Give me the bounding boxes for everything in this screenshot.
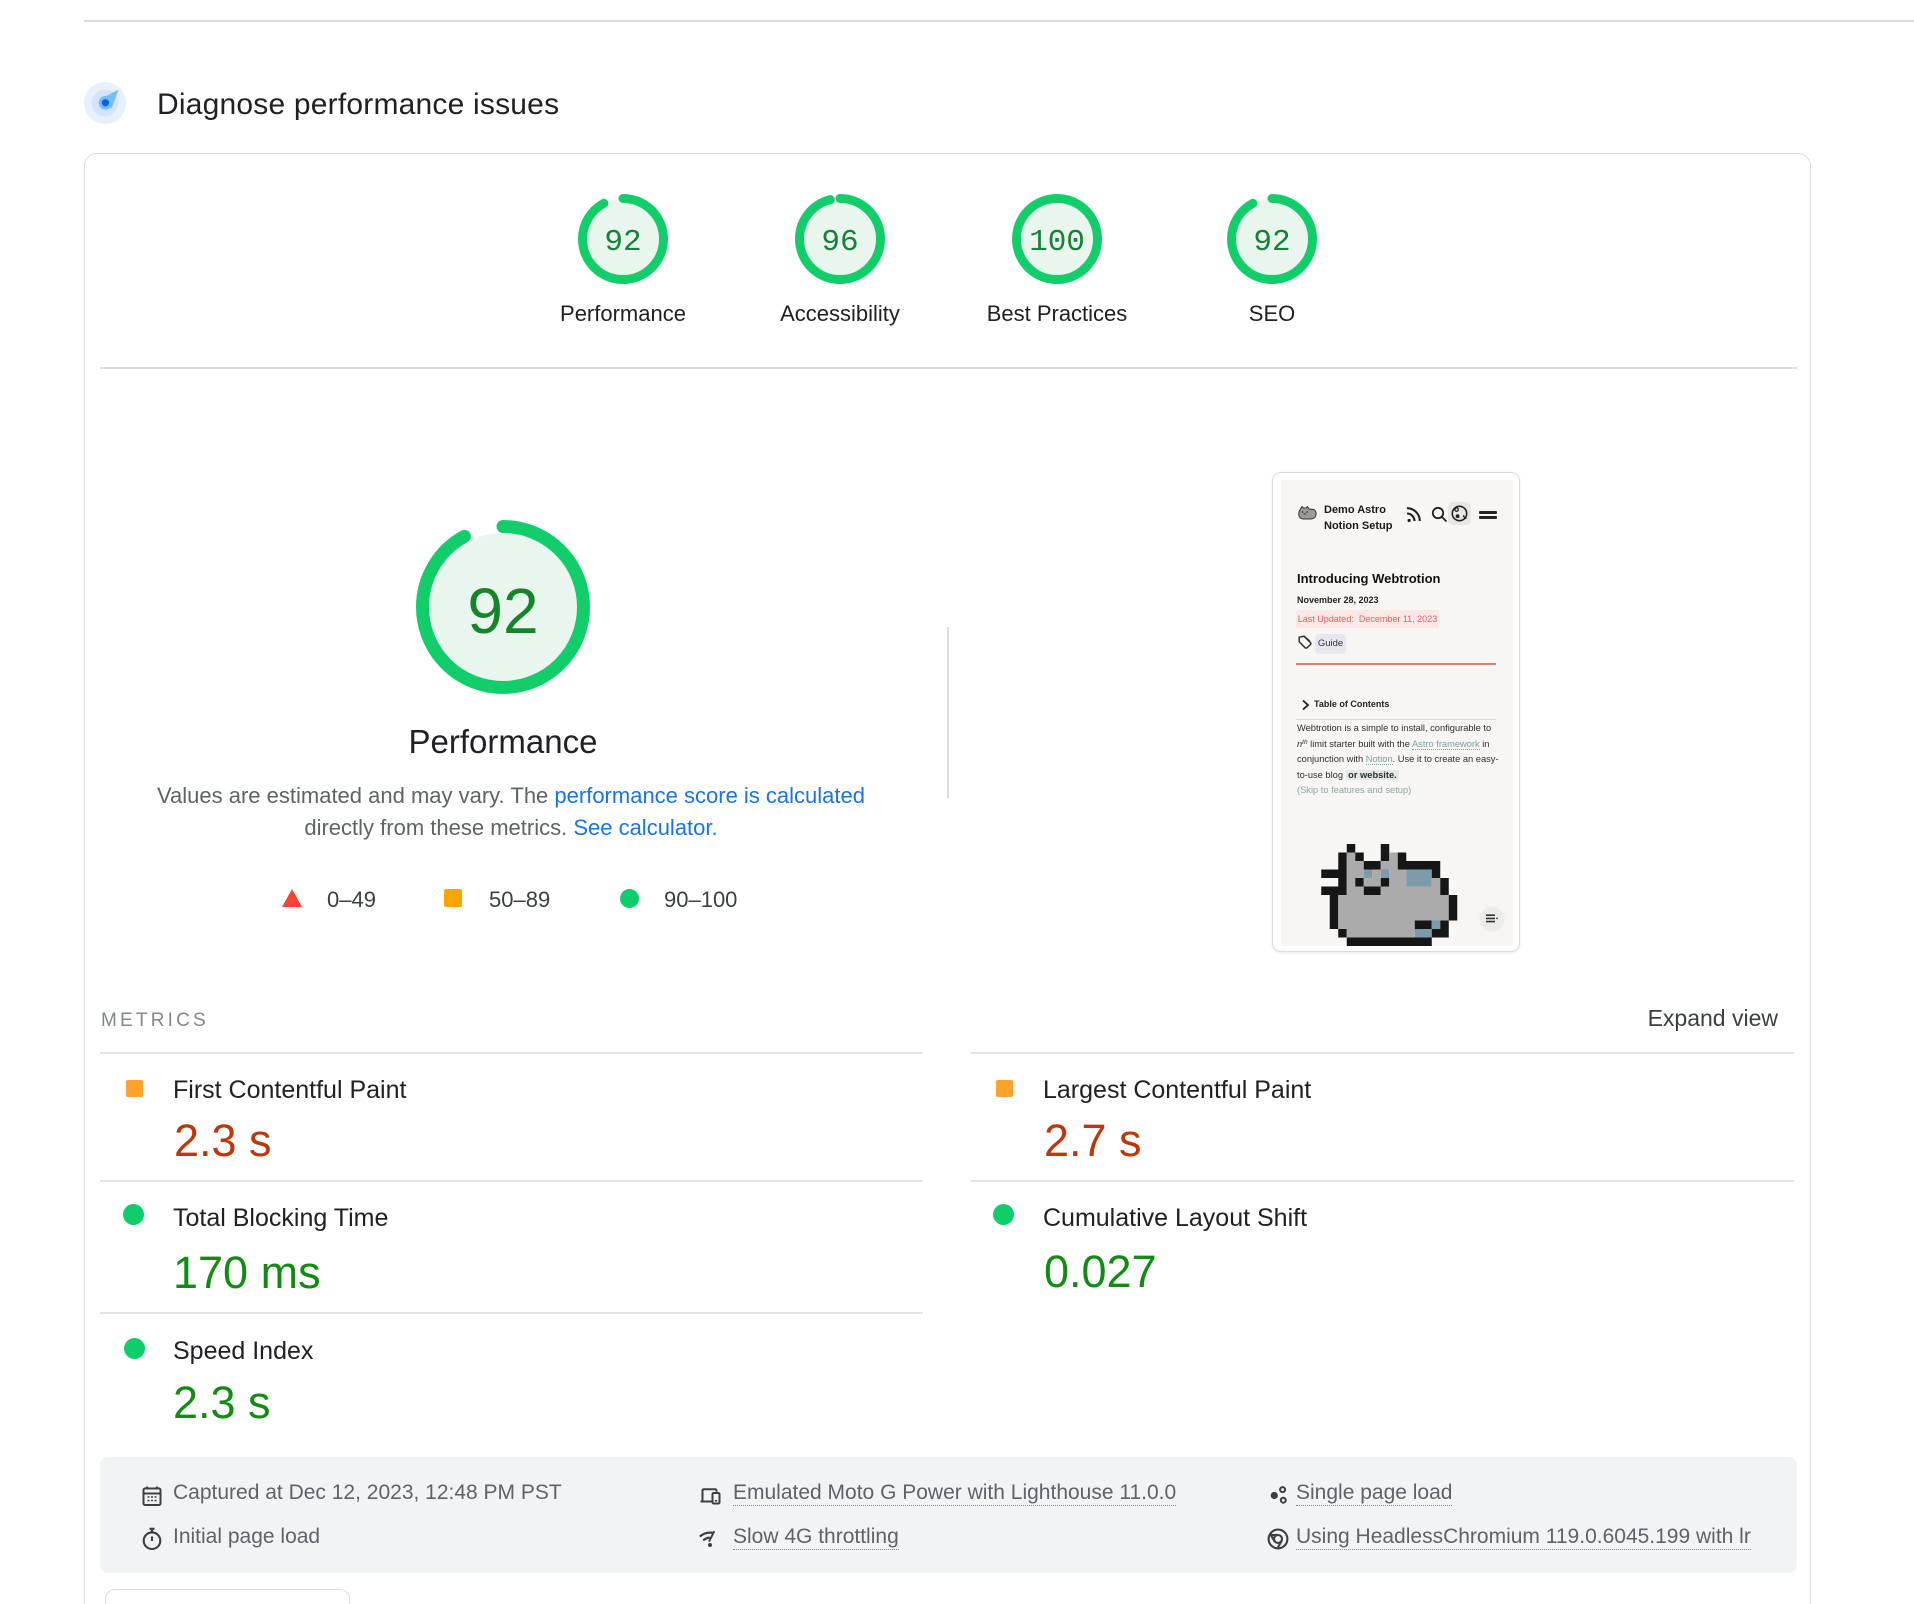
svg-text:96: 96 [821,225,858,260]
svg-text:100: 100 [1029,225,1085,260]
svg-text:92: 92 [1253,225,1290,260]
svg-text:92: 92 [604,225,641,260]
svg-text:92: 92 [467,575,538,647]
